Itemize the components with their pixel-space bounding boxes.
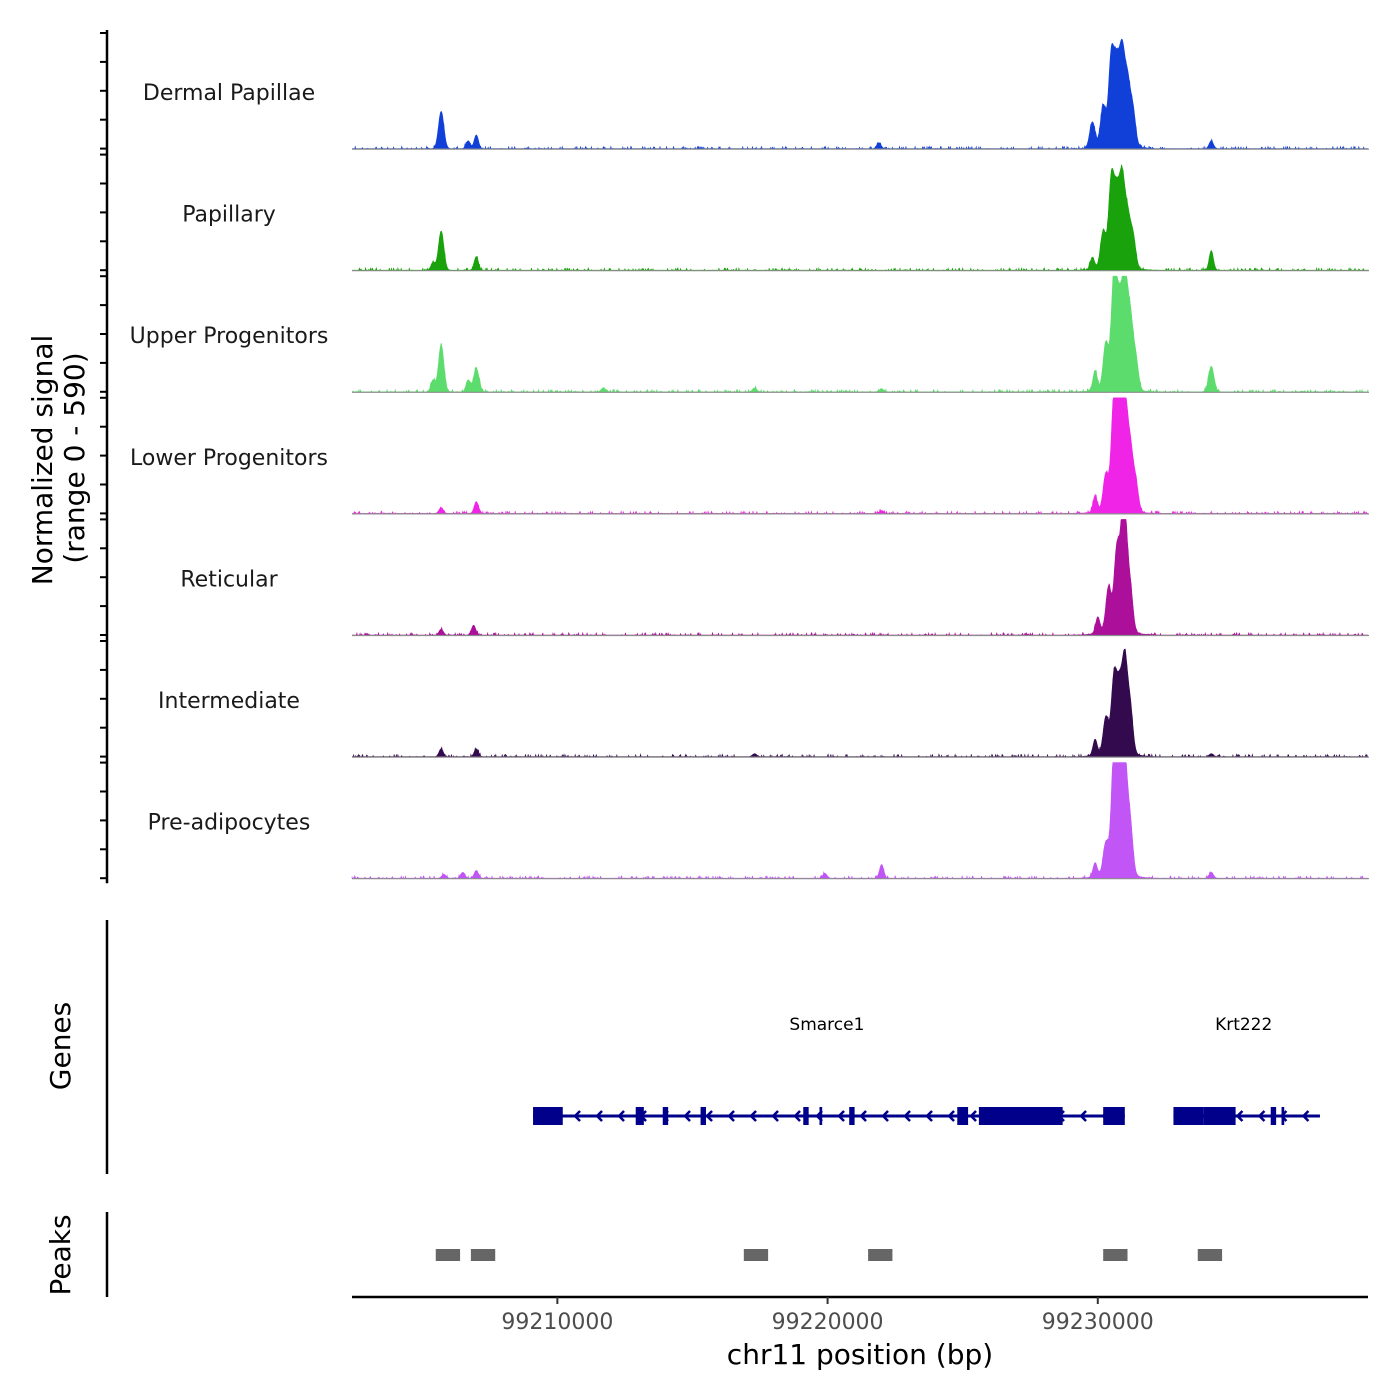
track-papillary: Papillary xyxy=(182,164,1369,272)
peak-region xyxy=(1103,1249,1128,1261)
track-label: Lower Progenitors xyxy=(130,446,328,471)
peak-region xyxy=(435,1249,461,1261)
track-label: Papillary xyxy=(182,203,276,228)
exon xyxy=(635,1107,644,1125)
peak-region xyxy=(470,1249,496,1261)
strand-arrow xyxy=(837,1110,845,1122)
exon xyxy=(1203,1107,1236,1125)
track-pre-adipocytes: Pre-adipocytes xyxy=(148,762,1369,880)
signal-area xyxy=(351,762,1368,880)
exon xyxy=(662,1107,669,1125)
y-axis-title: Normalized signal xyxy=(26,335,59,586)
signal-area xyxy=(352,519,1368,637)
exon xyxy=(1281,1107,1285,1125)
strand-arrow xyxy=(771,1110,779,1122)
gene-smarce1: Smarce1 xyxy=(533,1015,1125,1125)
exon xyxy=(533,1107,563,1125)
strand-arrow xyxy=(1301,1110,1310,1122)
signal-area xyxy=(352,164,1369,272)
exon xyxy=(803,1107,809,1125)
x-axis-title: chr11 position (bp) xyxy=(727,1338,993,1371)
strand-arrow xyxy=(947,1110,955,1122)
exon xyxy=(819,1107,823,1125)
exon xyxy=(957,1107,969,1125)
strand-arrow xyxy=(1079,1110,1087,1122)
y-axis-range: (range 0 - 590) xyxy=(58,352,91,563)
peak-region xyxy=(1197,1249,1223,1261)
gene-name: Krt222 xyxy=(1215,1015,1272,1035)
x-tick-label: 99230000 xyxy=(1042,1310,1154,1335)
peak-region xyxy=(868,1249,893,1261)
exon xyxy=(1270,1107,1277,1125)
exon xyxy=(1173,1107,1204,1125)
exon xyxy=(978,1107,1063,1125)
signal-area xyxy=(352,38,1368,150)
strand-arrow xyxy=(1279,1110,1288,1122)
strand-arrow xyxy=(595,1110,603,1122)
signal-area xyxy=(352,648,1368,758)
exon xyxy=(1103,1107,1125,1125)
signal-tracks: Dermal Papillae Papillary Upper Progenitor… xyxy=(130,38,1369,880)
strand-arrow xyxy=(617,1110,625,1122)
strand-arrow xyxy=(1257,1110,1266,1122)
x-tick-label: 99220000 xyxy=(772,1310,884,1335)
track-label: Dermal Papillae xyxy=(143,81,315,106)
track-reticular: Reticular xyxy=(180,519,1369,637)
strand-arrow xyxy=(727,1110,735,1122)
track-label: Intermediate xyxy=(158,689,300,714)
strand-arrow xyxy=(969,1110,977,1122)
track-dermal-papillae: Dermal Papillae xyxy=(143,38,1369,150)
track-lower-progenitors: Lower Progenitors xyxy=(130,397,1369,515)
signal-y-axis xyxy=(100,30,109,884)
peak-region xyxy=(743,1249,769,1261)
strand-arrow xyxy=(793,1110,801,1122)
track-intermediate: Intermediate xyxy=(158,648,1369,758)
peaks-track-title: Peaks xyxy=(44,1214,77,1295)
track-label: Pre-adipocytes xyxy=(148,811,311,836)
signal-area xyxy=(352,275,1369,393)
genes-track: Smarce1 Krt222 xyxy=(105,920,1320,1174)
strand-arrow xyxy=(903,1110,911,1122)
track-label: Reticular xyxy=(180,567,278,592)
x-tick-label: 99210000 xyxy=(501,1310,613,1335)
exon xyxy=(700,1107,706,1125)
track-upper-progenitors: Upper Progenitors xyxy=(130,275,1369,393)
gene-krt222: Krt222 xyxy=(1173,1015,1320,1125)
strand-arrow xyxy=(881,1110,889,1122)
exon xyxy=(849,1107,855,1125)
strand-arrow xyxy=(749,1110,757,1122)
gene-name: Smarce1 xyxy=(789,1015,864,1035)
track-label: Upper Progenitors xyxy=(130,324,329,349)
strand-arrow xyxy=(683,1110,691,1122)
strand-arrow xyxy=(573,1110,581,1122)
genes-track-title: Genes xyxy=(44,1002,77,1090)
strand-arrow xyxy=(925,1110,933,1122)
strand-arrow xyxy=(1235,1110,1244,1122)
strand-arrow xyxy=(705,1110,713,1122)
strand-arrow xyxy=(859,1110,867,1122)
x-axis: 99210000 99220000 99230000 xyxy=(352,1295,1368,1335)
peaks-track xyxy=(105,1212,1223,1297)
signal-area xyxy=(352,397,1368,515)
